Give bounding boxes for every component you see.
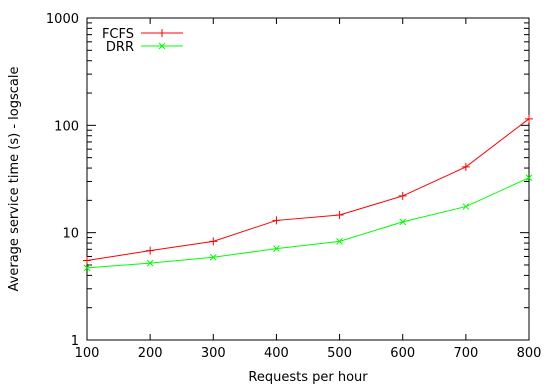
series-layer — [83, 114, 533, 272]
legend-marker-fcfs — [158, 29, 166, 37]
data-point-drr — [462, 203, 470, 210]
data-point-fcfs — [461, 162, 470, 171]
x-tick-label: 600 — [390, 346, 415, 361]
series-line-fcfs — [86, 118, 530, 262]
y-tick-label: 10 — [62, 227, 79, 242]
x-tick-label: 500 — [327, 346, 352, 361]
axis-ticks-layer: 100 200 300 400 500 600 700 800 1 10 100 1000 — [46, 12, 542, 361]
data-point-fcfs — [146, 246, 155, 255]
data-point-drr — [399, 218, 407, 226]
data-point-fcfs — [83, 256, 91, 265]
data-point-fcfs — [209, 237, 218, 246]
legend-label-drr: DRR — [106, 40, 134, 55]
y-tick-label: 1000 — [46, 12, 79, 27]
x-tick-label: 300 — [201, 346, 226, 361]
x-tick-label: 700 — [453, 346, 478, 361]
x-tick-label: 400 — [264, 346, 289, 361]
x-tick-label: 200 — [138, 346, 163, 361]
x-tick-label: 100 — [75, 346, 100, 361]
series-line-drr — [86, 177, 530, 269]
data-point-fcfs — [525, 114, 533, 123]
y-tick-label: 100 — [54, 119, 79, 134]
data-point-drr — [209, 253, 217, 261]
data-point-drr — [273, 245, 280, 252]
legend-label-fcfs: FCFS — [102, 27, 134, 42]
series-fcfs — [83, 114, 533, 265]
series-drr — [83, 174, 533, 272]
y-tick-label: 1 — [71, 334, 79, 349]
data-point-drr — [525, 174, 533, 182]
x-axis-title: Requests per hour — [248, 370, 368, 384]
data-point-fcfs — [335, 211, 344, 220]
plot-frame-layer — [86, 17, 530, 341]
legend-marker-drr — [158, 42, 166, 50]
plot-frame — [86, 17, 530, 341]
y-axis-title: Average service time (s) - logscale — [7, 67, 22, 292]
data-point-fcfs — [272, 216, 281, 225]
data-point-drr — [336, 237, 343, 245]
data-point-drr — [146, 259, 154, 267]
data-point-fcfs — [398, 191, 407, 200]
data-point-drr — [83, 264, 91, 272]
x-tick-label: 800 — [517, 346, 542, 361]
